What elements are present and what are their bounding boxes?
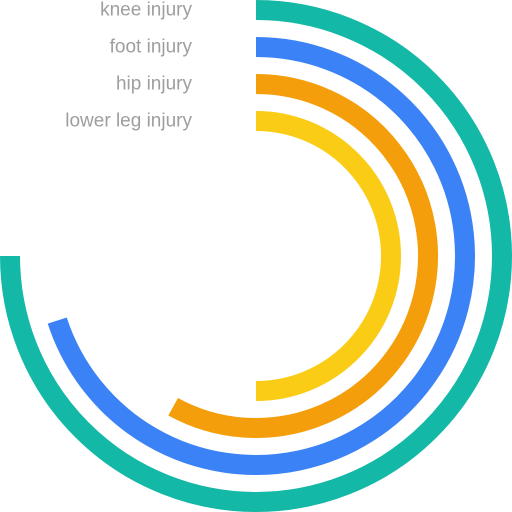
series-label: hip injury	[116, 74, 193, 95]
series-label: foot injury	[110, 37, 193, 58]
chart-labels: knee injury foot injury hip injury lower le…	[65, 0, 192, 132]
series-label: knee injury	[100, 0, 192, 21]
series-label: lower leg injury	[65, 111, 192, 132]
arc-lower-leg-injury	[255, 111, 401, 401]
arc-hip-injury	[168, 74, 439, 438]
arc-foot-injury	[47, 37, 475, 475]
